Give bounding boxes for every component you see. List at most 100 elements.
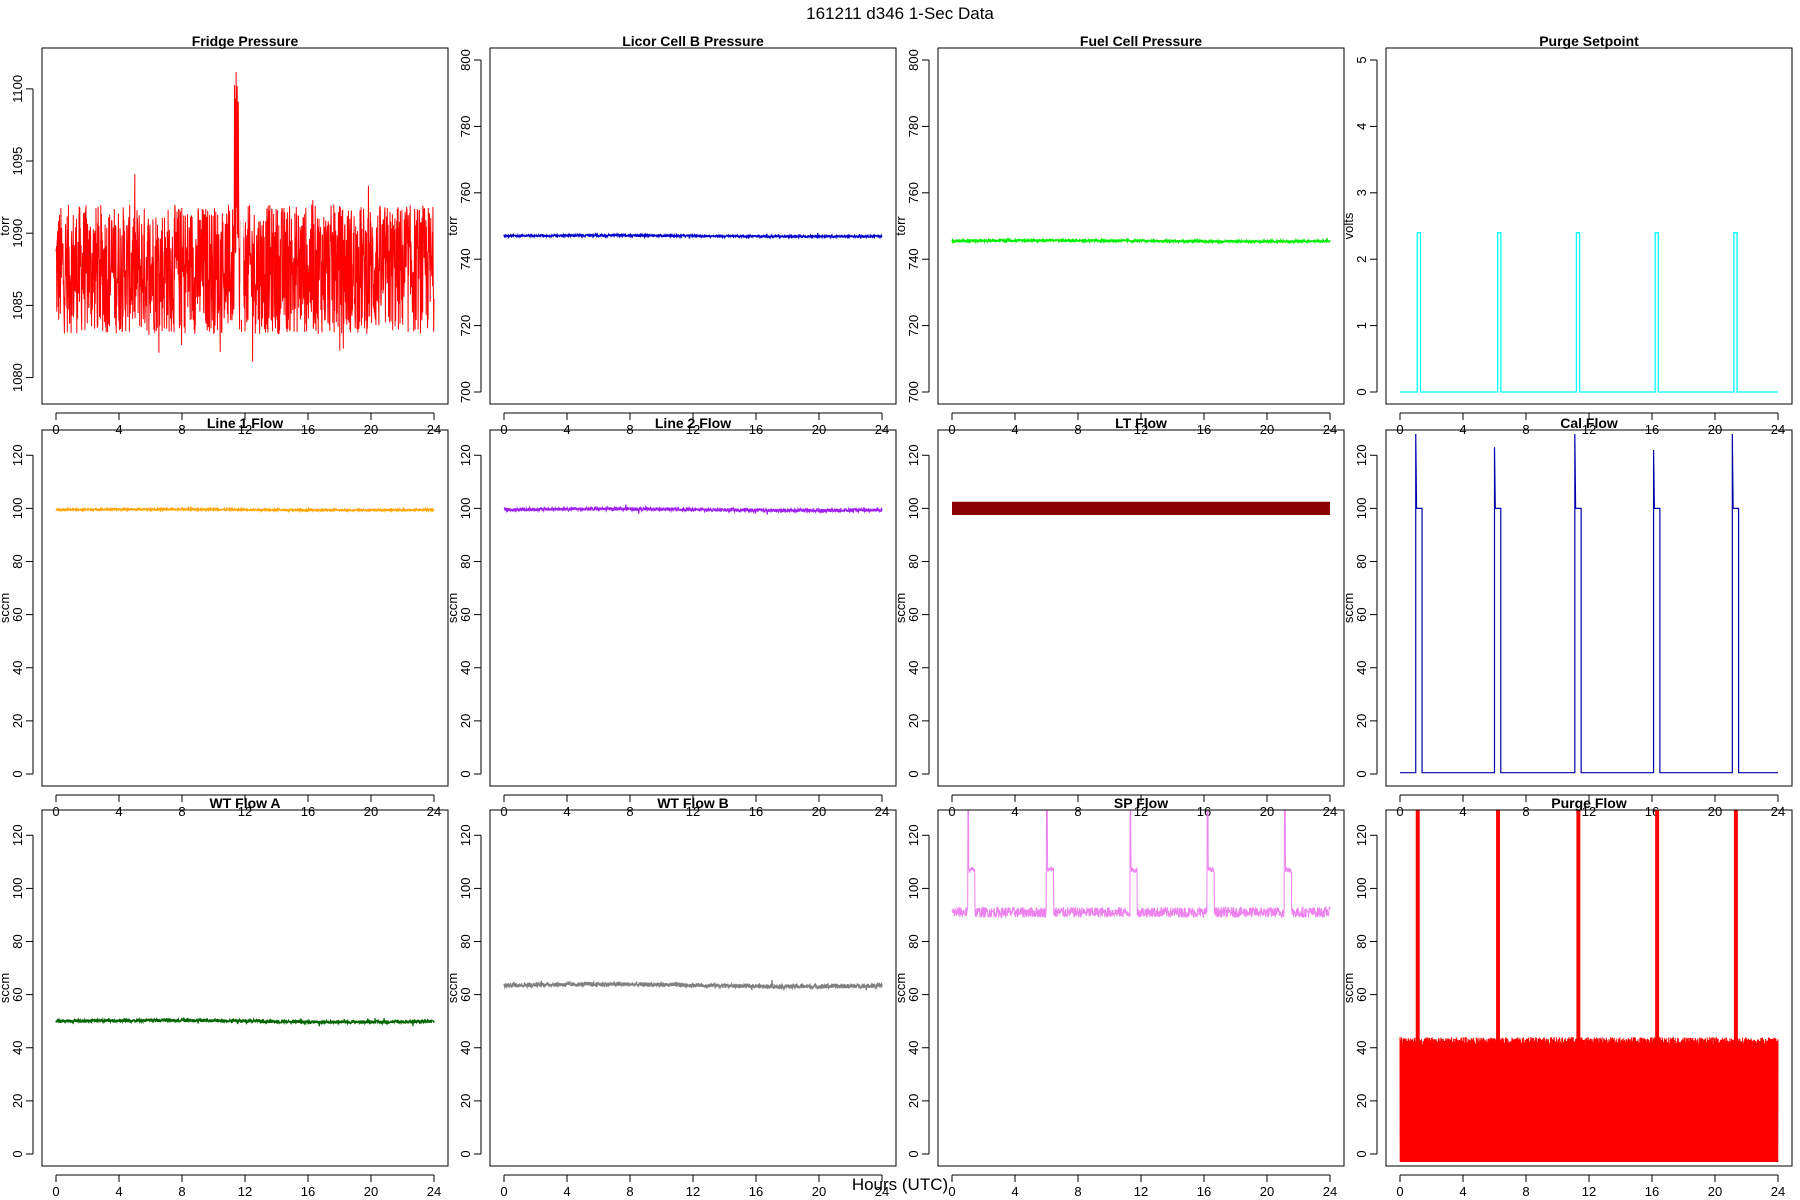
x-tick-label: 4: [1459, 804, 1466, 819]
series-line: [951, 237, 1331, 245]
panel-title: Purge Setpoint: [1539, 33, 1639, 49]
x-tick-label: 16: [301, 804, 315, 819]
y-tick-label: 40: [906, 1041, 921, 1055]
plot-frame: [489, 47, 897, 405]
y-tick-label: 720: [458, 315, 473, 337]
y-tick-label: 120: [10, 824, 25, 846]
x-tick-label: 16: [301, 1184, 315, 1199]
y-tick-label: 0: [458, 770, 473, 777]
x-tick-label: 0: [500, 1184, 507, 1199]
y-tick-label: 0: [1354, 770, 1369, 777]
x-tick-label: 20: [364, 1184, 378, 1199]
plot-frame: [489, 809, 897, 1167]
plot-frame: [41, 47, 449, 405]
plot-frame: [1385, 47, 1793, 405]
y-tick-label: 80: [1354, 934, 1369, 948]
y-tick-label: 100: [1354, 498, 1369, 520]
y-axis-label: sccm: [893, 593, 908, 623]
x-tick-label: 12: [1582, 1184, 1596, 1199]
y-tick-label: 0: [458, 1150, 473, 1157]
x-tick-label: 4: [1459, 1184, 1466, 1199]
y-tick-label: 20: [906, 1094, 921, 1108]
y-axis-label: torr: [445, 216, 460, 236]
y-tick-label: 40: [10, 1041, 25, 1055]
x-tick-label: 4: [563, 804, 570, 819]
y-tick-label: 740: [906, 248, 921, 270]
panel-title: SP Flow: [1114, 795, 1168, 811]
y-tick-label: 60: [1354, 987, 1369, 1001]
y-tick-label: 0: [1354, 388, 1369, 395]
series-line: [503, 979, 883, 992]
x-tick-label: 16: [1197, 1184, 1211, 1199]
series-line: [1400, 434, 1778, 774]
y-tick-label: 1080: [10, 363, 25, 392]
series-line: [1399, 810, 1779, 1163]
y-tick-label: 60: [458, 987, 473, 1001]
panel-title: Fuel Cell Pressure: [1080, 33, 1202, 49]
x-tick-label: 16: [749, 1184, 763, 1199]
y-tick-label: 60: [1354, 607, 1369, 621]
y-tick-label: 0: [10, 770, 25, 777]
series-line: [55, 506, 435, 514]
x-tick-label: 12: [238, 804, 252, 819]
y-tick-label: 80: [10, 934, 25, 948]
y-tick-label: 0: [10, 1150, 25, 1157]
panel-title: Licor Cell B Pressure: [622, 33, 764, 49]
y-axis-label: sccm: [893, 973, 908, 1003]
y-tick-label: 40: [1354, 661, 1369, 675]
y-tick-label: 100: [458, 878, 473, 900]
x-tick-label: 24: [875, 804, 889, 819]
y-tick-label: 100: [906, 498, 921, 520]
panel-5: Line 1 Flow 0 4 8 12 16 20 24 0 20 40 60 80 100 120 scc…: [0, 415, 449, 819]
y-tick-label: 120: [1354, 444, 1369, 466]
y-tick-label: 40: [458, 661, 473, 675]
panel-title: Purge Flow: [1551, 795, 1627, 811]
y-tick-label: 3: [1354, 189, 1369, 196]
y-tick-label: 60: [458, 607, 473, 621]
x-tick-label: 12: [1134, 804, 1148, 819]
y-tick-label: 4: [1354, 123, 1369, 130]
x-tick-label: 20: [1260, 1184, 1274, 1199]
x-tick-label: 20: [364, 804, 378, 819]
x-tick-label: 8: [1522, 1184, 1529, 1199]
y-axis-label: sccm: [445, 973, 460, 1003]
y-tick-label: 1090: [10, 219, 25, 248]
x-tick-label: 12: [686, 804, 700, 819]
figure-xlabel: Hours (UTC): [852, 1175, 948, 1194]
y-tick-label: 20: [1354, 714, 1369, 728]
series-line: [503, 504, 883, 515]
x-tick-label: 4: [115, 1184, 122, 1199]
y-tick-label: 20: [458, 714, 473, 728]
plot-frame: [1385, 809, 1793, 1167]
panel-title: LT Flow: [1115, 415, 1167, 431]
x-tick-label: 0: [1396, 1184, 1403, 1199]
x-tick-label: 16: [1645, 1184, 1659, 1199]
y-tick-label: 120: [10, 444, 25, 466]
x-tick-label: 8: [626, 804, 633, 819]
x-tick-label: 4: [1011, 1184, 1018, 1199]
x-tick-label: 0: [948, 804, 955, 819]
x-tick-label: 24: [875, 1184, 889, 1199]
y-tick-label: 780: [906, 116, 921, 138]
y-tick-label: 20: [10, 714, 25, 728]
y-tick-label: 40: [906, 661, 921, 675]
y-tick-label: 80: [458, 554, 473, 568]
x-tick-label: 16: [1197, 804, 1211, 819]
y-tick-label: 5: [1354, 56, 1369, 63]
y-tick-label: 40: [458, 1041, 473, 1055]
x-tick-label: 4: [1011, 804, 1018, 819]
y-axis-label: torr: [893, 216, 908, 236]
x-tick-label: 24: [427, 804, 441, 819]
y-tick-label: 40: [1354, 1041, 1369, 1055]
plot-frame: [937, 429, 1345, 787]
y-tick-label: 100: [458, 498, 473, 520]
x-tick-label: 0: [500, 804, 507, 819]
